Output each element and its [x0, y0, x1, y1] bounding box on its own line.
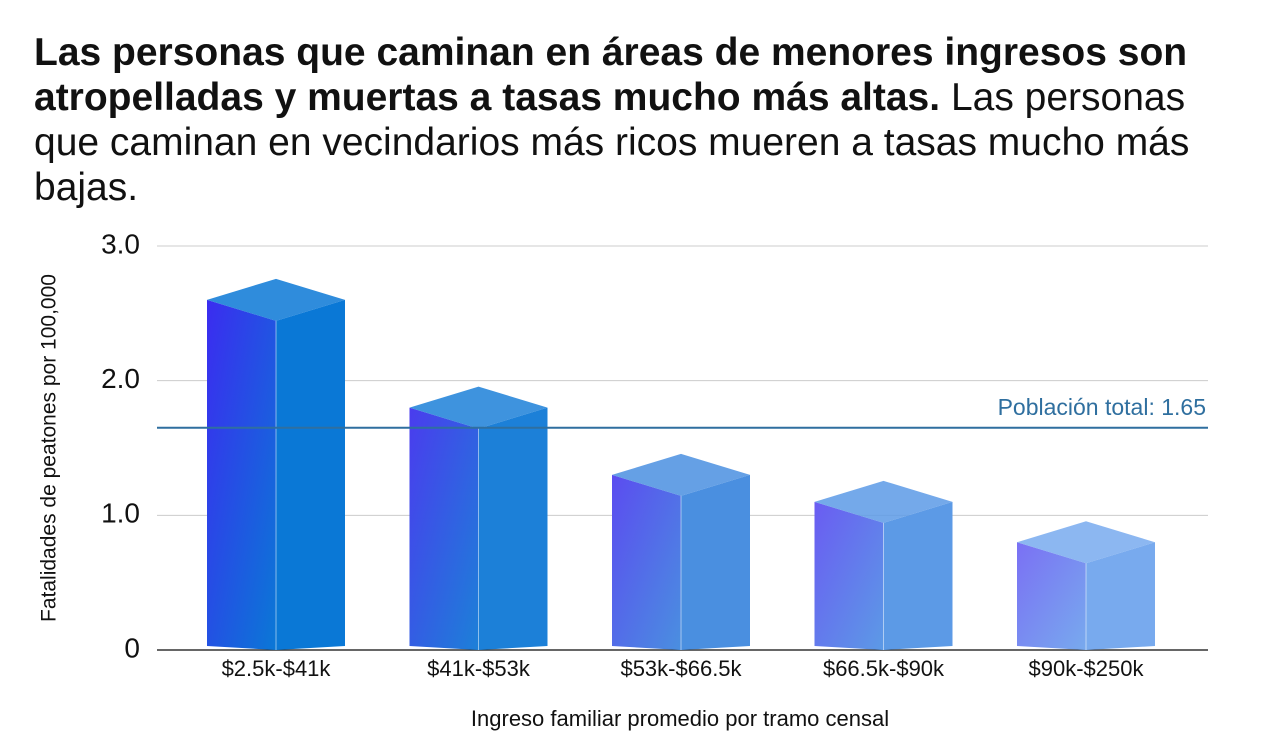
bar-top-face	[814, 480, 953, 523]
y-tick-label: 2.0	[101, 363, 140, 394]
bar-top-face	[1017, 521, 1155, 564]
bar-right-face	[883, 501, 953, 650]
y-tick-label: 1.0	[101, 498, 140, 529]
bar-top-face	[612, 453, 750, 496]
bar-left-face	[207, 299, 276, 650]
chart-title: Las personas que caminan en áreas de men…	[34, 31, 1188, 119]
bar	[1017, 521, 1155, 650]
bar	[409, 386, 548, 650]
bar	[207, 278, 345, 650]
x-tick-label: $41k-$53k	[427, 656, 531, 681]
bar-right-face	[681, 474, 750, 650]
x-tick-label: $2.5k-$41k	[222, 656, 332, 681]
bar-right-face	[1086, 542, 1155, 650]
y-tick-label: 3.0	[101, 228, 140, 259]
x-tick-label: $90k-$250k	[1029, 656, 1145, 681]
y-axis-label: Fatalidades de peatones por 100,000	[38, 274, 61, 622]
y-tick-label: 0	[124, 632, 140, 663]
bar-left-face	[612, 474, 681, 650]
x-tick-label: $53k-$66.5k	[620, 656, 742, 681]
chart-subtitle: Las personas que caminan en vecindarios …	[34, 76, 1190, 209]
title-block: Las personas que caminan en áreas de men…	[34, 30, 1234, 210]
x-tick-label: $66.5k-$90k	[823, 656, 945, 681]
bar-left-face	[814, 501, 884, 650]
bar-right-face	[478, 407, 548, 650]
bar-left-face	[1017, 542, 1086, 650]
bar	[814, 480, 953, 650]
reference-label: Población total: 1.65	[998, 394, 1206, 420]
x-axis-label: Ingreso familiar promedio por tramo cens…	[471, 706, 889, 731]
bar-top-face	[207, 278, 345, 321]
bar	[612, 453, 750, 650]
bar-right-face	[276, 299, 345, 650]
bar-left-face	[409, 407, 479, 650]
bar-top-face	[409, 386, 548, 429]
